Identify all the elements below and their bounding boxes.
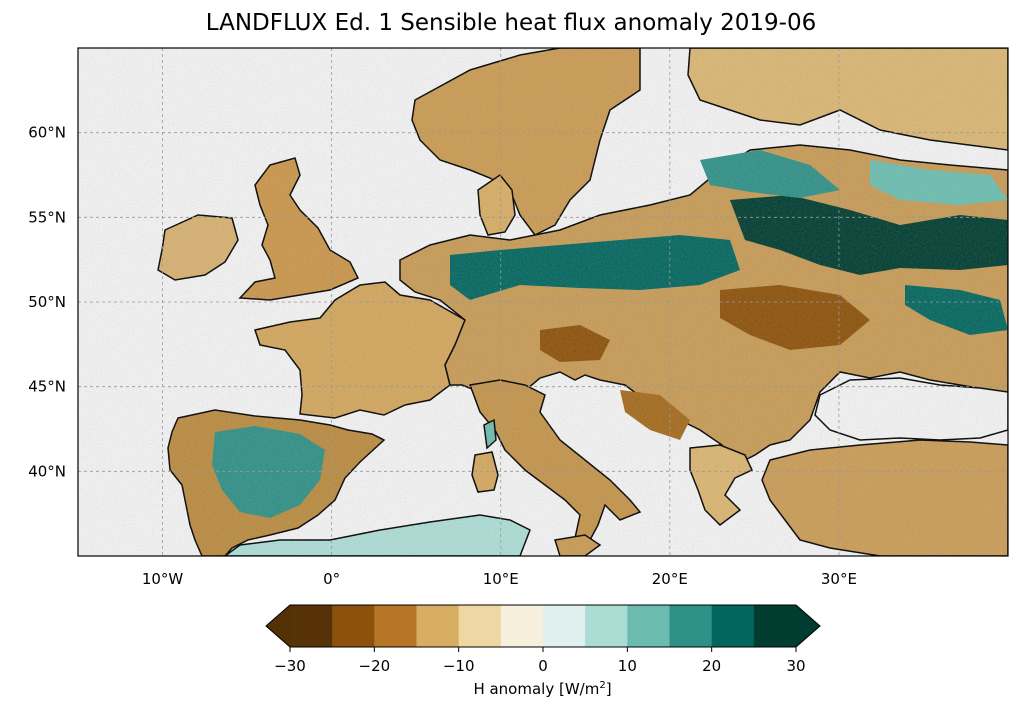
colorbar-tick-label: 20	[702, 657, 721, 675]
colorbar-tick-label: 30	[786, 657, 805, 675]
colorbar-swatch	[500, 605, 544, 647]
colorbar-swatch	[332, 605, 375, 647]
colorbar-swatch	[627, 605, 670, 647]
colorbar-tick-label: −30	[274, 657, 306, 675]
colorbar-label: H anomaly [W/m2]	[0, 680, 1022, 698]
lon-tick-label: 0°	[323, 570, 340, 588]
colorbar-swatch	[669, 605, 713, 647]
colorbar-label-sup: 2	[599, 680, 606, 691]
lon-tick-label: 30°E	[821, 570, 857, 588]
lon-tick-label: 10°E	[483, 570, 519, 588]
map-title: LANDFLUX Ed. 1 Sensible heat flux anomal…	[205, 10, 817, 36]
lat-tick-label: 40°N	[28, 462, 66, 480]
lon-tick-label: 10°W	[142, 570, 184, 588]
colorbar: −30 −20 −10 0 10 20 30	[265, 604, 821, 675]
lat-tick-label: 55°N	[28, 208, 66, 226]
colorbar-extend-high	[796, 605, 820, 647]
colorbar-swatch	[753, 605, 797, 647]
lat-tick-label: 60°N	[28, 124, 66, 142]
colorbar-label-text: H anomaly [W/m	[473, 680, 600, 698]
colorbar-extend-low	[266, 605, 290, 647]
colorbar-swatch	[416, 605, 460, 647]
colorbar-tick-label: 0	[538, 657, 548, 675]
axis-ticks: 10°W 0° 10°E 20°E 30°E 40°N 45°N 50°N 55°N 60°N	[28, 124, 857, 588]
lat-tick-label: 45°N	[28, 378, 66, 396]
lat-tick-label: 50°N	[28, 293, 66, 311]
colorbar-swatch	[374, 605, 417, 647]
gridlines	[78, 48, 1008, 556]
lon-tick-label: 20°E	[652, 570, 688, 588]
colorbar-tick-label: −20	[359, 657, 391, 675]
colorbar-swatch	[290, 605, 333, 647]
colorbar-swatch	[585, 605, 628, 647]
colorbar-label-end: ]	[605, 680, 612, 698]
colorbar-tick-label: 10	[618, 657, 637, 675]
colorbar-swatch	[543, 605, 586, 647]
map-frame	[77, 47, 1009, 557]
colorbar-tick-label: −10	[443, 657, 475, 675]
colorbar-swatch	[711, 605, 755, 647]
colorbar-swatch	[458, 605, 502, 647]
